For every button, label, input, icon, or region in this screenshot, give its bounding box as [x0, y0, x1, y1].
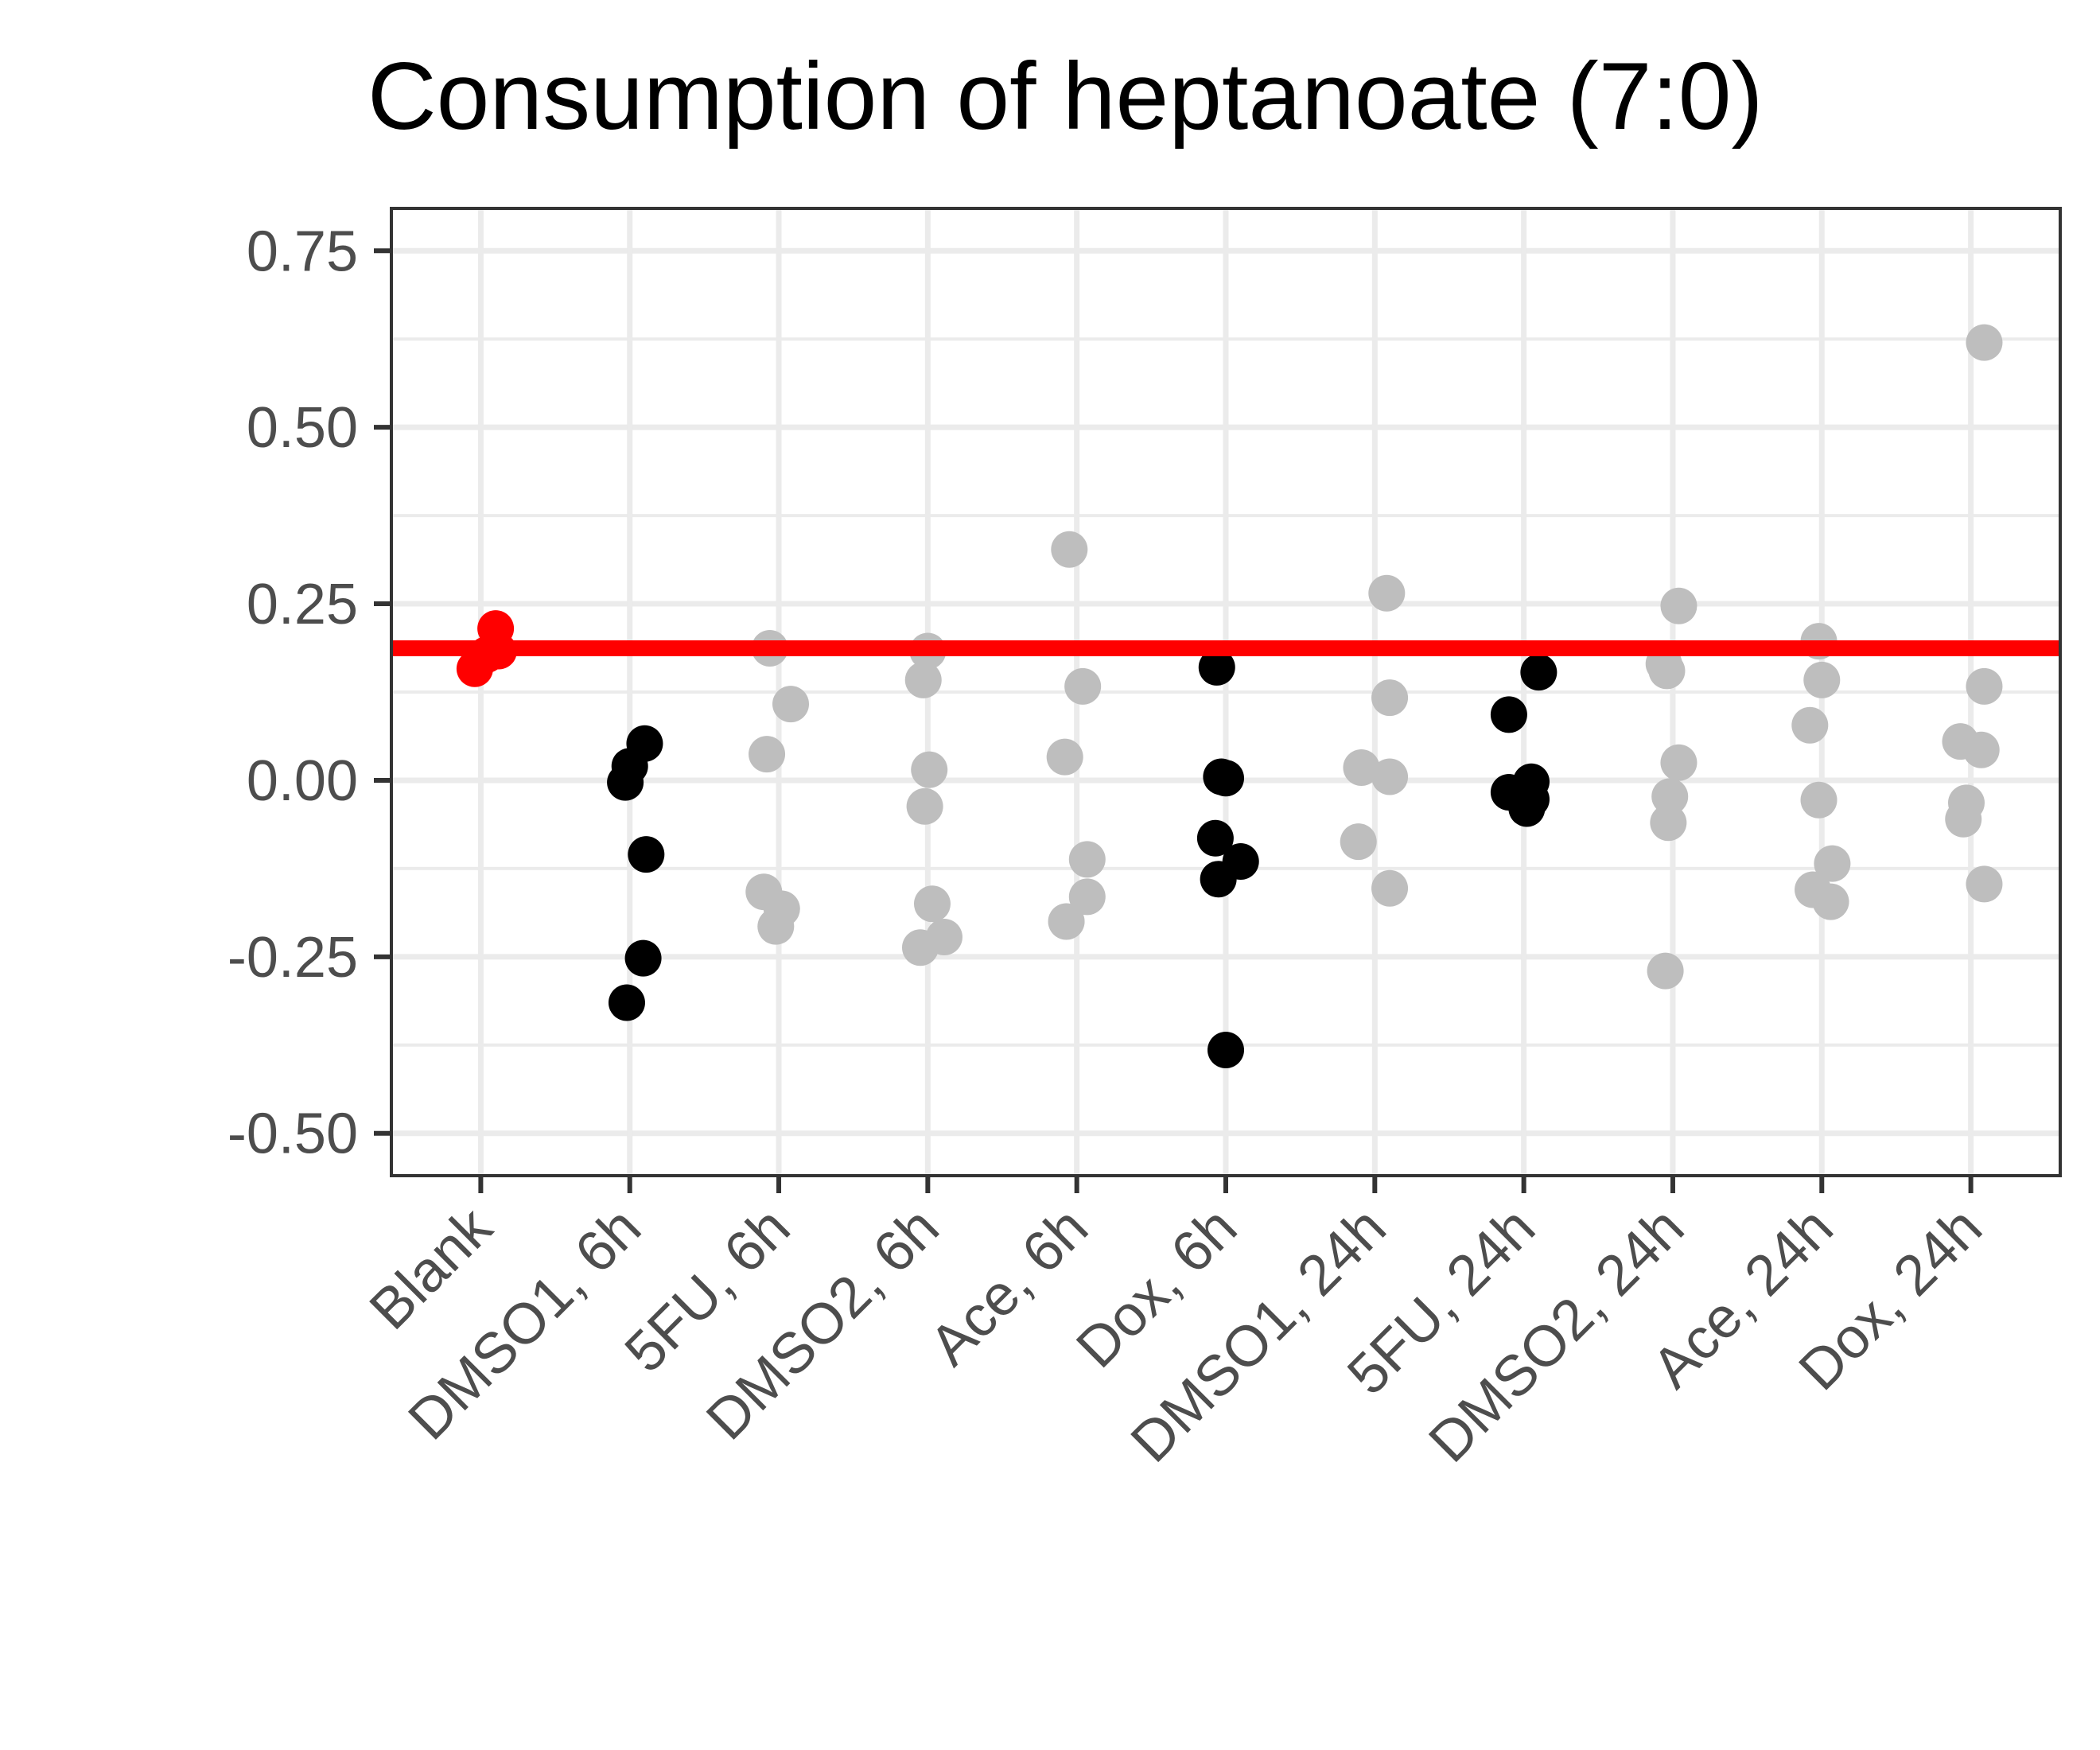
- y-tick-label: 0.00: [247, 749, 358, 813]
- data-point: [1368, 574, 1406, 612]
- y-tick-label: -0.50: [228, 1102, 358, 1166]
- data-point: [1490, 696, 1527, 733]
- data-point: [1196, 819, 1234, 857]
- data-point: [906, 788, 943, 825]
- data-point: [911, 751, 948, 788]
- data-point: [1343, 749, 1380, 786]
- chart-title: Consumption of heptanoate (7:0): [368, 43, 1763, 150]
- data-point: [913, 885, 951, 923]
- data-point: [1945, 800, 1982, 838]
- y-tick-label: 0.75: [247, 220, 358, 283]
- data-point: [901, 929, 939, 966]
- data-point: [1198, 648, 1235, 686]
- data-point: [1647, 952, 1684, 990]
- data-point: [1068, 878, 1106, 916]
- data-point: [1966, 667, 2003, 705]
- data-point: [1371, 758, 1409, 795]
- data-point: [1371, 679, 1409, 717]
- data-point: [624, 939, 662, 977]
- data-point: [1966, 324, 2003, 361]
- data-point: [1508, 790, 1546, 827]
- data-point: [1068, 841, 1106, 878]
- data-point: [1064, 667, 1102, 705]
- data-point: [1648, 652, 1686, 690]
- data-point: [772, 686, 810, 723]
- data-point: [1048, 903, 1085, 940]
- data-point: [749, 736, 786, 773]
- y-tick-label: 0.50: [247, 396, 358, 460]
- y-tick-label: 0.25: [247, 573, 358, 636]
- data-point: [608, 984, 645, 1021]
- data-point: [1208, 760, 1244, 797]
- y-tick-label: -0.25: [228, 926, 358, 990]
- data-point: [1800, 781, 1838, 819]
- data-point: [1200, 861, 1237, 898]
- data-point: [1651, 778, 1689, 815]
- data-point: [1660, 587, 1698, 624]
- data-point: [1208, 1032, 1244, 1069]
- data-point: [1966, 865, 2003, 903]
- data-point: [1340, 823, 1377, 861]
- data-point: [628, 836, 665, 873]
- data-point: [1371, 869, 1409, 907]
- data-point: [757, 908, 795, 945]
- data-point: [1812, 883, 1849, 920]
- data-point: [1046, 738, 1083, 776]
- data-point: [1803, 661, 1841, 698]
- data-point: [626, 725, 663, 762]
- data-point: [1520, 654, 1558, 691]
- data-point: [1660, 744, 1698, 781]
- data-point: [1814, 845, 1851, 882]
- data-point: [1051, 531, 1088, 568]
- data-point: [904, 661, 942, 698]
- data-point: [1962, 731, 2000, 768]
- data-point: [1791, 706, 1829, 744]
- data-point: [1650, 804, 1687, 842]
- y-axis: 0.75 0.50 0.25 0.00 -0.25 -0.50: [228, 220, 391, 1166]
